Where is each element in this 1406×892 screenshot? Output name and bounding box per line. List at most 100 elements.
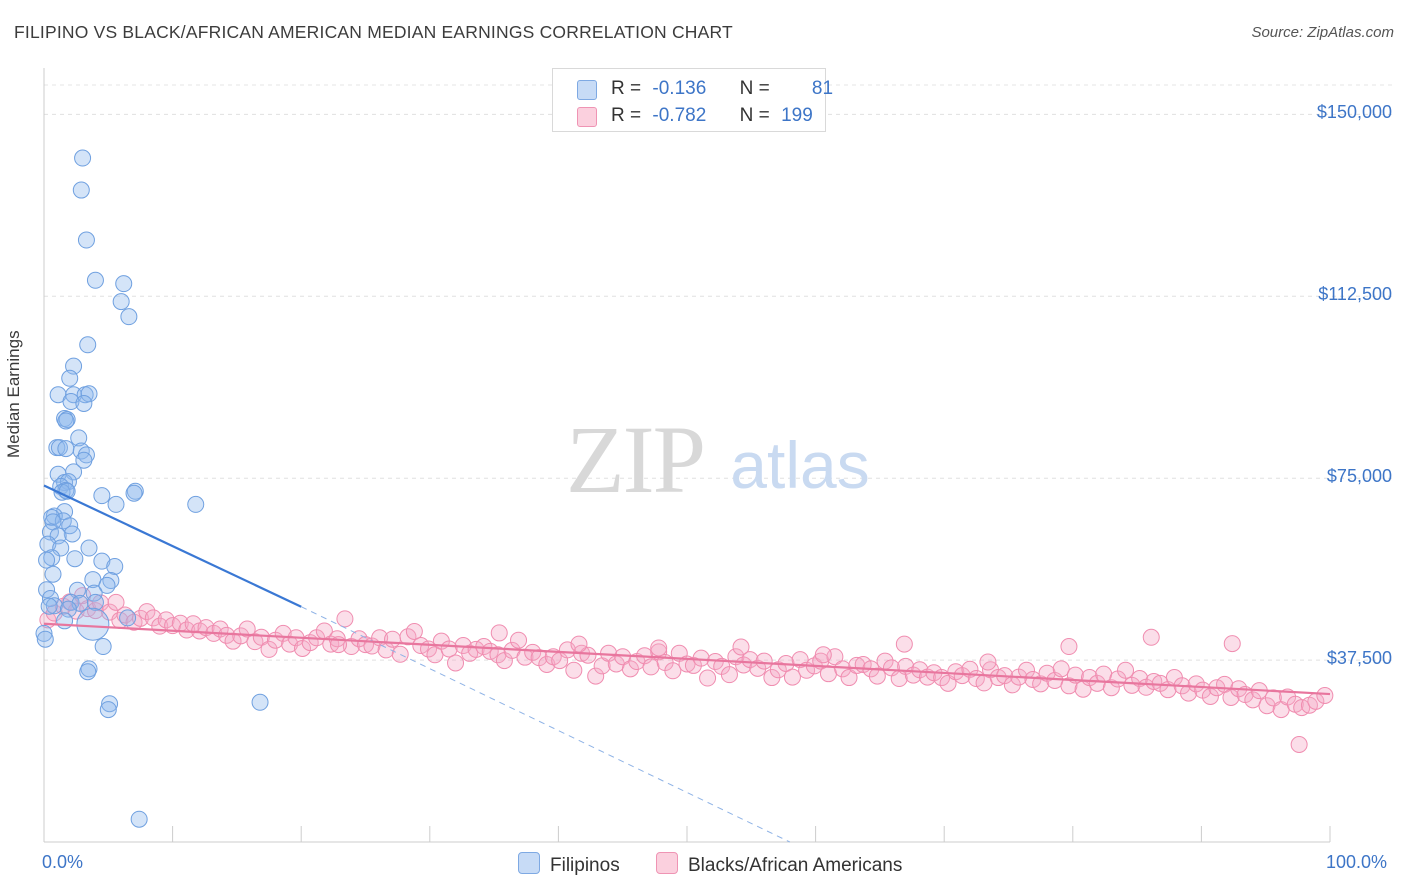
legend-swatch-pink [577,107,597,127]
filipinos-point [80,660,98,678]
filipinos-point [38,581,56,599]
blacks-point [642,658,660,676]
blacks-point [1142,628,1160,646]
blacks-point [440,640,458,658]
filipinos-point [38,551,56,569]
blacks-point [1117,661,1135,679]
filipinos-point [57,440,75,458]
blacks-point [570,635,588,653]
blacks-point [979,653,997,671]
blacks-point [490,624,508,642]
blacks-point [650,639,668,657]
legend-r-value: -0.136 [652,78,707,99]
blacks-point [819,665,837,683]
blacks-point [1223,635,1241,653]
blacks-trend-line [43,622,1331,696]
blacks-point [391,645,409,663]
blacks-point [447,654,465,672]
legend-n-value: 199 [781,105,813,126]
legend-swatch-blue [577,80,597,100]
blacks-point [1102,679,1120,697]
filipinos-point [80,539,98,557]
filipinos-point [75,394,93,412]
filipinos-point [77,231,95,249]
blacks-point [732,638,750,656]
blacks-point [1290,735,1308,753]
blacks-point [814,646,832,664]
filipinos-point [86,593,104,611]
blacks-point [1060,638,1078,656]
gridlines [44,84,1394,661]
series-blacks-points [39,587,1334,753]
filipinos-point [63,525,81,543]
filipinos-point [75,451,93,469]
blacks-point [238,620,256,638]
filipinos-point [45,507,63,525]
blacks-point [107,593,125,611]
blacks-point [791,651,809,669]
filipinos-point [62,393,80,411]
filipinos-point [40,597,58,615]
filipinos-point [79,336,97,354]
filipinos-point [66,550,84,568]
blacks-point [218,626,236,644]
blacks-point [131,609,149,627]
filipinos-point [130,810,148,828]
blacks-point [1052,660,1070,678]
axes [43,68,1331,843]
filipinos-point [45,597,63,615]
blacks-point [565,661,583,679]
blacks-point [405,622,423,640]
y-tick-label-2: $112,500 [1318,284,1392,305]
series-filipinos-points [35,149,269,828]
filipinos-point [79,663,97,681]
chart-source: Source: ZipAtlas.com [1251,24,1394,41]
blacks-point [157,611,175,629]
filipinos-point [112,293,130,311]
blacks-point [699,669,717,687]
legend-r-value: -0.782 [652,105,707,126]
filipinos-point [62,593,80,611]
correlation-legend: R = -0.136 N = 81 R = -0.782 N = 199 [552,68,833,132]
legend-n-label: N = [739,105,770,126]
blacks-point [579,646,597,664]
watermark-zip: ZIP [566,406,704,513]
bottom-legend-label-filipinos: Filipinos [550,855,620,876]
blacks-point [260,640,278,658]
blacks-point [1060,677,1078,695]
blacks-point [692,649,710,667]
blacks-point [895,635,913,653]
bottom-legend-swatch-blue [518,852,540,874]
filipinos-point [94,638,112,656]
y-tick-label-1: $75,000 [1326,466,1392,487]
filipinos-point [70,429,88,447]
filipinos-point [125,484,143,502]
filipinos-point [56,612,74,630]
chart-title: FILIPINO VS BLACK/AFRICAN AMERICAN MEDIA… [14,22,733,42]
y-tick-label-3: $150,000 [1316,102,1392,123]
blacks-point [92,594,110,612]
filipinos-point [187,495,205,513]
filipinos-point [101,695,119,713]
blacks-point [755,652,773,670]
blacks-point [840,669,858,687]
filipinos-point [80,385,98,403]
filipinos-point [86,271,104,289]
blacks-point [664,662,682,680]
legend-n-value: 81 [811,78,834,99]
filipinos-point [115,275,133,293]
trend-lines [43,484,1331,843]
filipinos-point [106,557,124,575]
blacks-point [868,667,886,685]
bottom-legend-blacks: Blacks/African Americans [656,852,902,877]
blacks-point [252,628,270,646]
blacks-point [749,659,767,677]
blacks-point [510,631,528,649]
bottom-legend-swatch-pink [656,852,678,874]
filipinos-point [85,584,103,602]
bottom-legend-filipinos: Filipinos [518,852,620,877]
legend-n-label: N = [739,78,770,99]
x-tick-label-min: 0.0% [42,852,84,872]
filipinos-point [107,495,125,513]
